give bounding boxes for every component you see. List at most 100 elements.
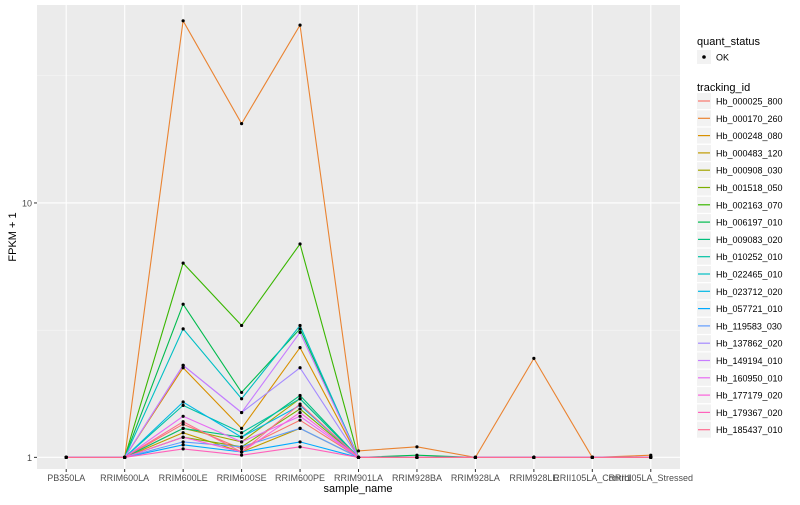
data-point	[181, 443, 185, 447]
data-point	[181, 422, 185, 426]
data-point	[298, 407, 302, 411]
legend-series-label: Hb_179367_020	[716, 408, 783, 418]
data-point	[123, 455, 127, 459]
legend-series-label: Hb_177179_020	[716, 391, 783, 401]
legend-series-label: Hb_000025_800	[716, 97, 783, 107]
data-point	[356, 455, 361, 459]
legend-quant-entries: OK	[697, 50, 729, 64]
legend-series-label: Hb_006197_010	[716, 218, 783, 228]
legend-series-label: Hb_000248_080	[716, 131, 783, 141]
legend-tracking-entries: Hb_000025_800 Hb_000170_260 Hb_000248_080 H…	[697, 93, 783, 438]
data-point	[415, 453, 419, 457]
data-point	[298, 410, 302, 415]
y-axis: 1 10	[22, 198, 37, 463]
x-tick-label: RRII105LA_Stressed	[608, 473, 693, 483]
data-point	[239, 435, 244, 439]
y-tick-label: 1	[27, 453, 32, 463]
data-point	[239, 397, 244, 401]
data-point	[415, 455, 419, 459]
legend-series-label: Hb_002163_070	[716, 200, 783, 210]
x-tick-label: RRIM928LA	[451, 473, 500, 483]
data-point	[473, 455, 478, 459]
data-point	[649, 453, 653, 457]
data-point	[649, 455, 653, 459]
legend-series-label: Hb_149194_010	[716, 356, 783, 366]
legend-series-label: Hb_000483_120	[716, 148, 783, 158]
data-point	[181, 403, 185, 408]
data-point	[298, 330, 302, 334]
legend: quant_status OK tracking_id Hb_000025_80…	[697, 36, 783, 438]
data-point	[181, 366, 185, 370]
data-point	[64, 455, 68, 459]
data-point	[298, 402, 302, 406]
data-point	[181, 447, 185, 451]
data-point	[181, 414, 185, 418]
legend-series-label: Hb_009083_020	[716, 235, 783, 245]
data-point	[298, 23, 302, 27]
data-point	[239, 323, 244, 328]
data-point	[181, 363, 185, 367]
legend-series-label: Hb_001518_050	[716, 183, 783, 193]
data-point	[239, 450, 244, 454]
data-point	[298, 327, 302, 331]
data-point	[181, 327, 185, 331]
y-axis-title: FPKM + 1	[7, 212, 19, 261]
data-point	[181, 431, 185, 435]
x-tick-label: PB350LA	[47, 473, 85, 483]
legend-series-label: Hb_010252_010	[716, 252, 783, 262]
data-point	[298, 414, 302, 418]
x-tick-label: RRIM600PE	[275, 473, 325, 483]
legend-series-label: Hb_057721_010	[716, 304, 783, 314]
data-point	[590, 455, 594, 459]
legend-series-label: Hb_160950_010	[716, 373, 783, 383]
x-tick-label: RRII105LA_Control	[553, 473, 631, 483]
x-tick-label: RRIM600LE	[159, 473, 208, 483]
data-point	[239, 453, 244, 457]
data-point	[239, 431, 244, 435]
data-point	[532, 455, 536, 459]
data-point	[298, 242, 302, 246]
data-point	[298, 346, 302, 350]
x-tick-label: RRIM600LA	[100, 473, 149, 483]
x-axis-title: sample_name	[323, 483, 392, 495]
data-point	[181, 400, 185, 404]
x-tick-label: RRIM928LE	[509, 473, 558, 483]
points-layer	[64, 19, 653, 459]
data-point	[181, 261, 185, 265]
data-point	[532, 356, 536, 360]
data-point	[239, 426, 244, 430]
data-point	[298, 366, 302, 370]
data-point	[298, 426, 302, 430]
data-point	[298, 323, 302, 328]
legend-series-label: Hb_119583_030	[716, 321, 782, 331]
data-point	[298, 393, 302, 398]
legend-series-label: Hb_185437_010	[716, 425, 783, 435]
legend-tracking-title: tracking_id	[697, 82, 750, 94]
data-point	[239, 122, 244, 126]
data-point	[181, 435, 185, 439]
legend-series-label: Hb_000170_260	[716, 114, 783, 124]
data-point	[181, 302, 185, 306]
x-tick-label: RRIM928BA	[392, 473, 442, 483]
legend-series-label: Hb_022465_010	[716, 270, 783, 280]
data-point	[181, 426, 185, 430]
data-point	[298, 397, 302, 401]
legend-point-key	[702, 55, 706, 59]
data-point	[298, 418, 302, 422]
data-point	[239, 440, 244, 444]
legend-series-label: Hb_000908_030	[716, 166, 783, 176]
data-point	[181, 440, 185, 444]
data-point	[415, 445, 419, 449]
data-point	[239, 390, 244, 395]
legend-series-label: Hb_023712_020	[716, 287, 783, 297]
legend-series-label: Hb_137862_020	[716, 339, 783, 349]
data-point	[181, 19, 185, 23]
data-point	[356, 449, 361, 453]
data-point	[239, 410, 244, 415]
x-tick-label: RRIM901LA	[334, 473, 383, 483]
data-point	[239, 445, 244, 449]
legend-quant-label: OK	[716, 53, 729, 63]
y-tick-label: 10	[22, 198, 32, 208]
x-axis: PB350LA RRIM600LA RRIM600LE RRIM600SE RRIM60…	[47, 469, 693, 483]
